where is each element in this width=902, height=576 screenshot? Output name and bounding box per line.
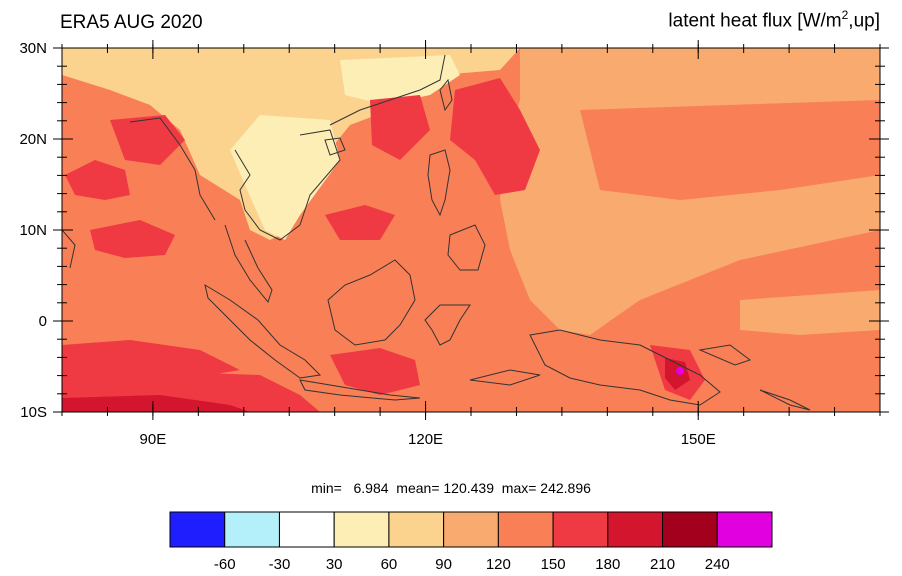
colorbar-swatch	[388, 511, 445, 548]
field-maximum-240	[676, 367, 684, 375]
colorbar-swatch	[169, 511, 226, 548]
coastline-myanmar-bengal	[129, 117, 216, 221]
coastline-india	[62, 229, 76, 269]
coastline-sulawesi	[424, 304, 471, 346]
colorbar-swatch	[278, 511, 335, 548]
field-bay-of-bengal-150-180	[65, 160, 130, 200]
coastline-indochina	[234, 129, 341, 241]
colorbar-swatch	[607, 511, 664, 548]
statistics-line: min= 6.984 mean= 120.439 max= 242.896	[311, 480, 591, 496]
variable-title: latent heat flux [W/m2,up]	[668, 8, 880, 32]
colorbar-label: 90	[435, 556, 452, 573]
field-philippine-sea-150-180	[450, 78, 540, 195]
lat-tick-label: 30N	[19, 40, 47, 57]
colorbar-label: 30	[326, 556, 343, 573]
colorbar-label: 150	[541, 556, 566, 573]
coastline-mindanao	[447, 224, 486, 271]
coastline-hainan	[324, 137, 346, 156]
lat-tick-label: 10N	[19, 222, 47, 239]
coastline-malay-peninsula	[224, 224, 273, 304]
lon-tick-label: 120E	[408, 431, 443, 448]
colorbar-label: 180	[595, 556, 620, 573]
lon-tick-label: 150E	[681, 431, 716, 448]
field-andaman-150-180	[90, 220, 175, 258]
colorbar: -60 -30 30 60 90 120 150 180 210 240	[169, 511, 773, 573]
coastline-borneo	[327, 259, 416, 346]
coastline-java	[299, 379, 421, 401]
coastline-luzon	[427, 149, 451, 217]
coastline-sumatra	[204, 283, 322, 379]
coastline-timor	[469, 369, 541, 386]
flux-field	[62, 48, 880, 412]
variable-title-text: latent heat flux [W/m	[668, 10, 842, 32]
coastline-new-guinea	[529, 329, 721, 406]
lat-tick-label: 20N	[19, 131, 47, 148]
field-subtropical-pacific-120-150	[580, 100, 880, 200]
colorbar-label: 60	[381, 556, 398, 573]
colorbar-swatch	[333, 511, 390, 548]
colorbar-swatch	[497, 511, 554, 548]
colorbar-label: 120	[486, 556, 511, 573]
variable-title-superscript: 2	[841, 8, 849, 22]
lat-tick-label: 10S	[20, 404, 47, 421]
field-indochina-30-60	[230, 115, 340, 240]
field-java-sea-150-180	[330, 348, 420, 395]
lat-tick-label: 0	[39, 313, 47, 330]
variable-title-suffix: ,up]	[848, 10, 880, 32]
colorbar-label: -30	[269, 556, 291, 573]
colorbar-label: -60	[214, 556, 236, 573]
colorbar-swatch	[443, 511, 499, 548]
colorbar-swatch	[552, 511, 609, 548]
colorbar-label: 240	[705, 556, 730, 573]
field-bay-central-150-180	[110, 115, 185, 165]
coastline-bismarck	[698, 344, 752, 366]
field-south-deep-180-210	[62, 395, 250, 412]
coastline-solomons	[759, 389, 811, 411]
field-equatorial-pacific-90-120	[740, 290, 880, 335]
coastline-south-china	[329, 54, 446, 126]
field-southern-china-30-60	[340, 55, 460, 105]
colorbar-swatch	[224, 511, 280, 548]
field-southern-band-150-180	[62, 340, 240, 382]
axis-ticks: 30N 20N 10N 0 10S 90E 120E 150E	[19, 40, 889, 448]
field-south-china-sea-150-180	[325, 205, 395, 240]
map-title: ERA5 AUG 2020	[60, 12, 203, 33]
colorbar-label: 210	[650, 556, 675, 573]
coastlines	[62, 54, 811, 411]
field-gulf-of-tonkin-150-180	[370, 95, 430, 160]
colorbar-swatch	[662, 511, 718, 548]
colorbar-swatch	[716, 511, 773, 548]
coastline-taiwan	[439, 78, 453, 112]
lon-tick-label: 90E	[140, 431, 167, 448]
